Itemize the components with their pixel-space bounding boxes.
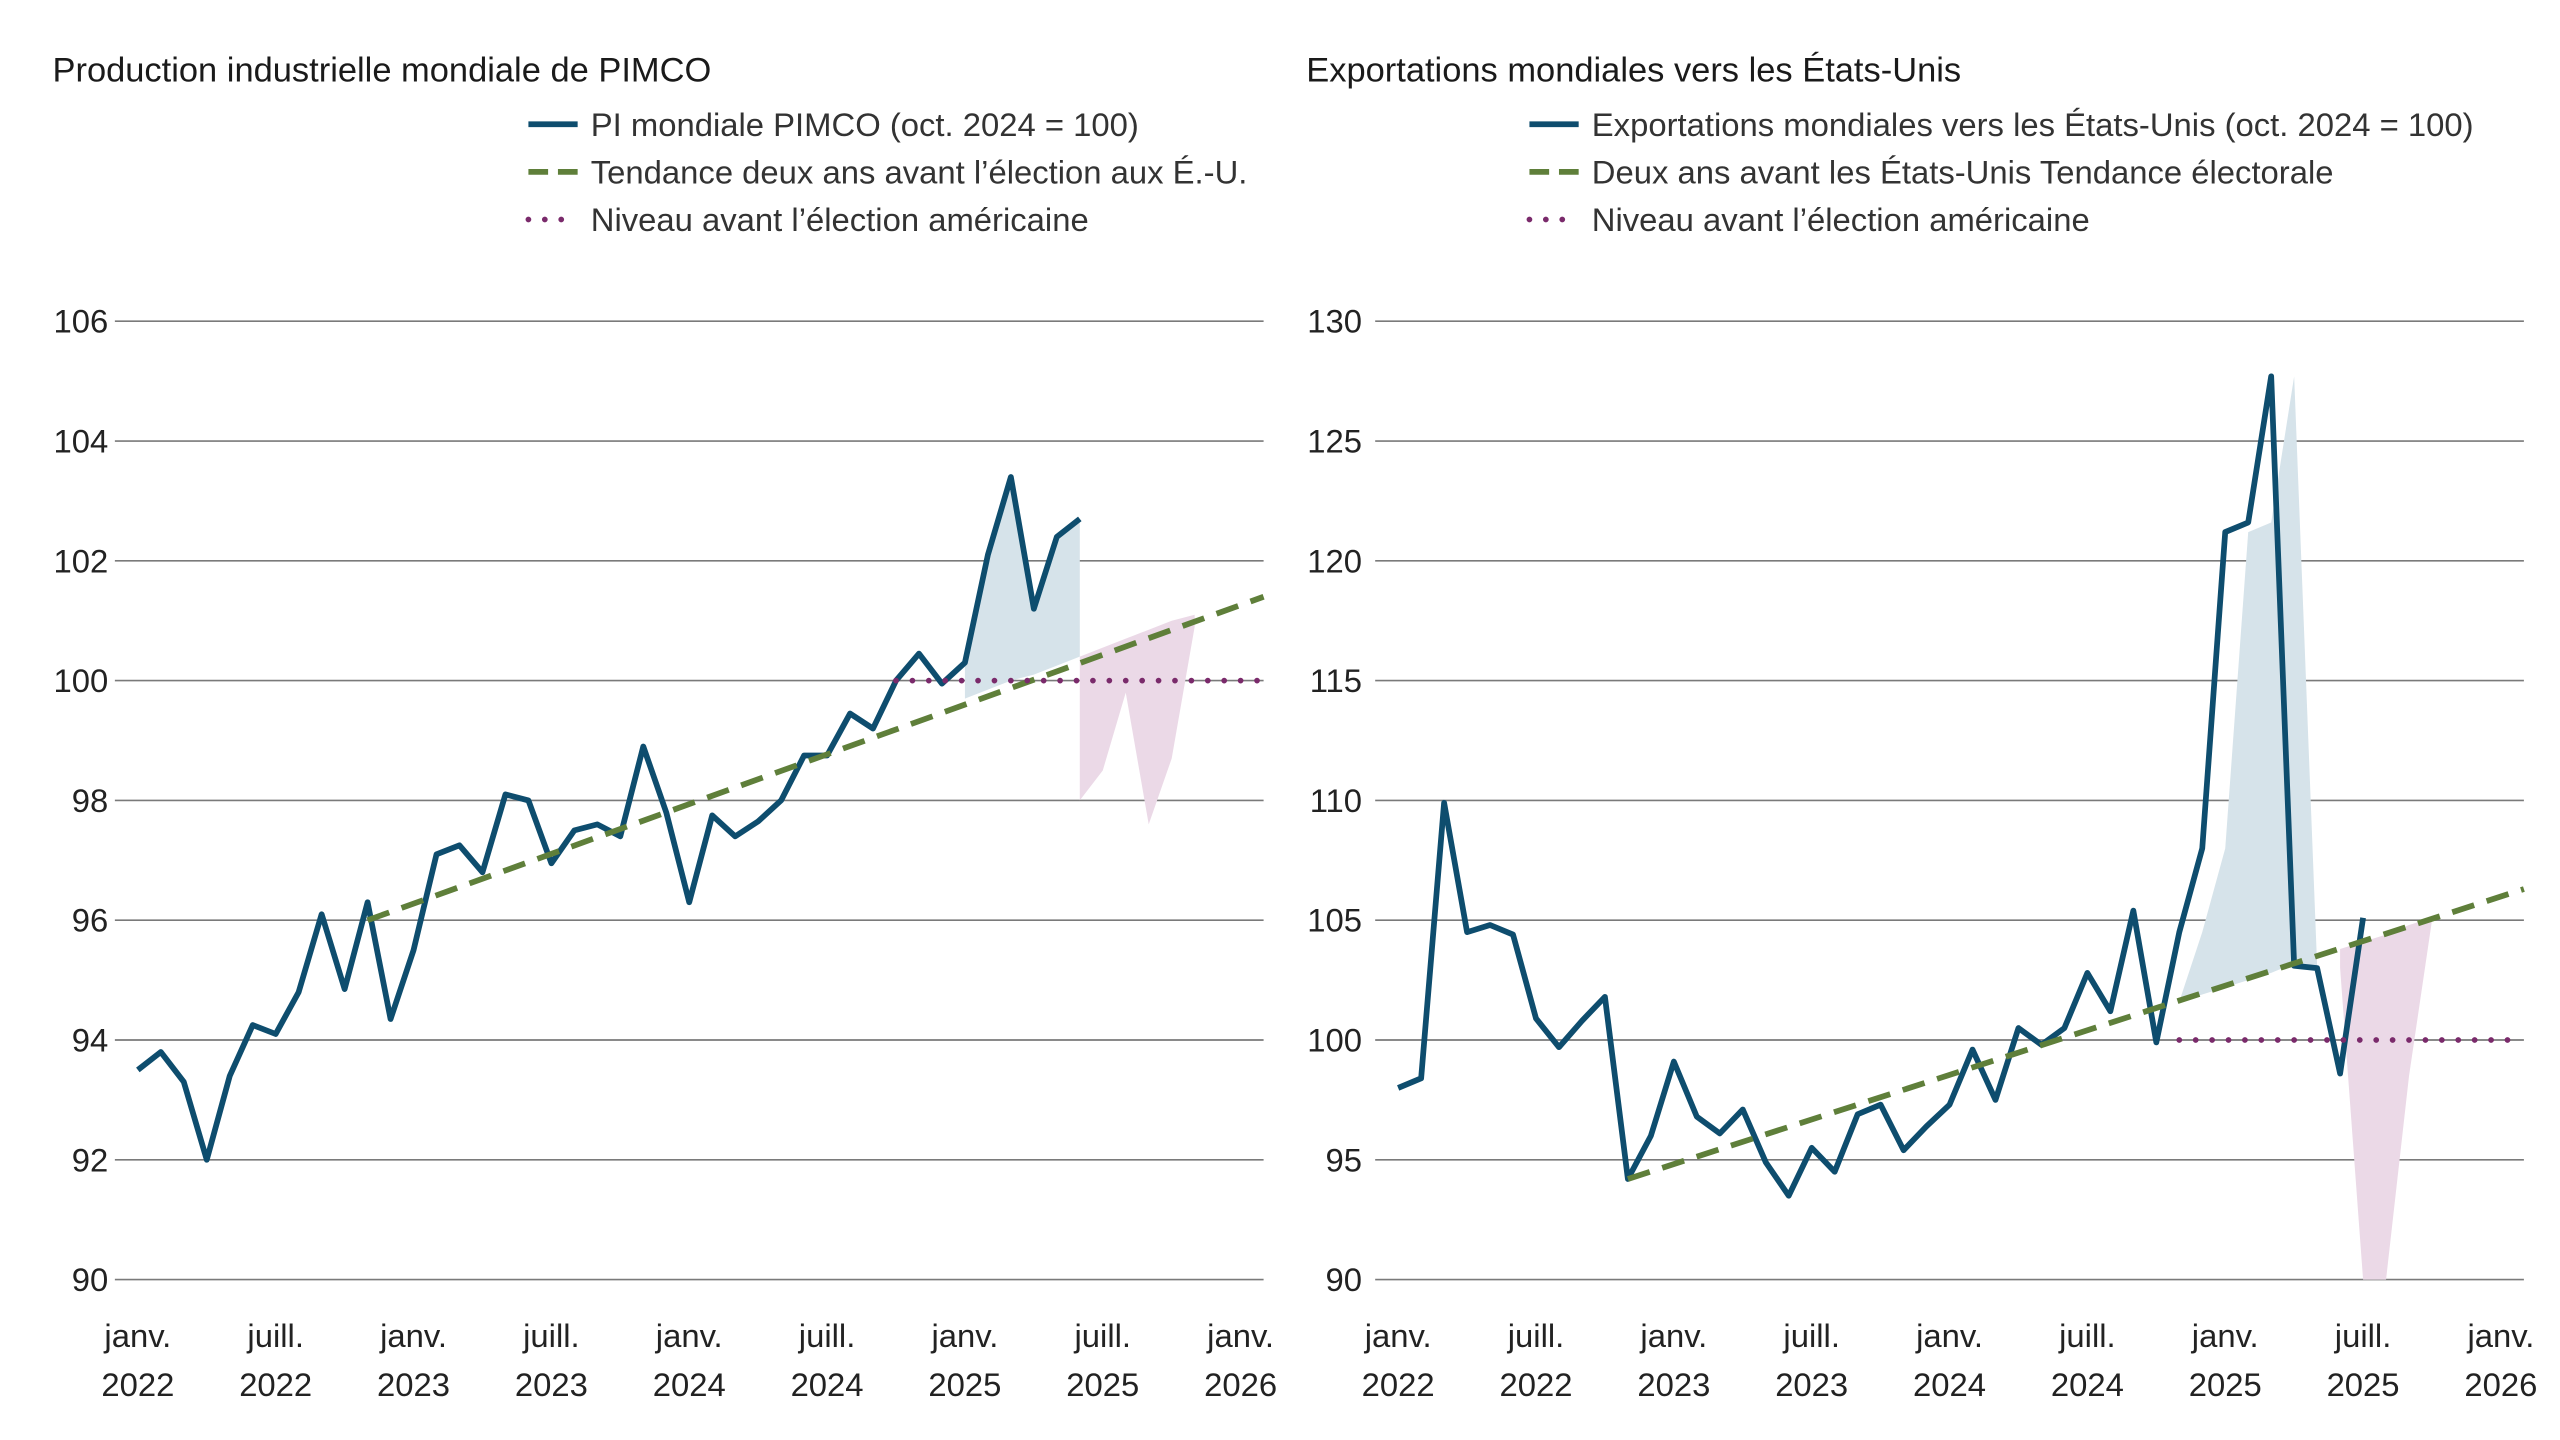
x-tick-label: juill. xyxy=(2334,1317,2392,1354)
x-tick-label: 2023 xyxy=(1775,1366,1848,1403)
x-tick-label: juill. xyxy=(2058,1317,2116,1354)
shaded-area xyxy=(2179,376,2318,1002)
shaded-area xyxy=(2340,917,2432,1280)
x-tick-label: janv. xyxy=(1206,1317,1274,1354)
shaded-area xyxy=(1079,614,1195,825)
x-tick-label: juill. xyxy=(246,1317,304,1354)
y-tick-label: 100 xyxy=(54,662,109,699)
x-tick-label: janv. xyxy=(2466,1317,2534,1354)
x-tick-label: 2022 xyxy=(101,1366,174,1403)
y-tick-label: 120 xyxy=(1307,542,1362,579)
x-tick-label: janv. xyxy=(1364,1317,1432,1354)
y-tick-label: 125 xyxy=(1307,423,1362,460)
legend-label: Deux ans avant les États-Unis Tendance é… xyxy=(1592,153,2334,190)
legend-label: Tendance deux ans avant l’élection aux É… xyxy=(591,153,1248,190)
series-line xyxy=(136,474,1082,1163)
x-tick-label: 2025 xyxy=(1066,1366,1139,1403)
x-tick-label: juill. xyxy=(1782,1317,1840,1354)
x-tick-label: 2025 xyxy=(2189,1366,2262,1403)
legend-label: Niveau avant l’élection américaine xyxy=(591,201,1089,238)
x-tick-label: 2022 xyxy=(239,1366,312,1403)
y-tick-label: 92 xyxy=(72,1141,109,1178)
x-tick-label: janv. xyxy=(930,1317,998,1354)
x-tick-label: janv. xyxy=(1639,1317,1707,1354)
x-tick-label: juill. xyxy=(798,1317,856,1354)
series-line xyxy=(366,594,1265,923)
x-tick-label: janv. xyxy=(655,1317,723,1354)
x-tick-label: janv. xyxy=(2191,1317,2259,1354)
y-tick-label: 106 xyxy=(54,303,109,340)
chart-title: Exportations mondiales vers les États-Un… xyxy=(1306,51,1961,90)
series-line xyxy=(1627,886,2525,1182)
legend-label: Exportations mondiales vers les États-Un… xyxy=(1592,106,2474,143)
x-tick-label: 2024 xyxy=(791,1366,864,1403)
chart-title: Production industrielle mondiale de PIMC… xyxy=(53,52,712,90)
y-tick-label: 102 xyxy=(54,542,109,579)
x-tick-label: 2022 xyxy=(1500,1366,1573,1403)
legend-label: PI mondiale PIMCO (oct. 2024 = 100) xyxy=(591,106,1139,143)
x-tick-label: 2022 xyxy=(1362,1366,1435,1403)
x-tick-label: janv. xyxy=(1915,1317,1983,1354)
x-tick-label: 2023 xyxy=(1637,1366,1710,1403)
y-tick-label: 95 xyxy=(1326,1141,1363,1178)
x-tick-label: 2026 xyxy=(2464,1366,2537,1403)
y-tick-label: 105 xyxy=(1307,902,1362,939)
y-tick-label: 90 xyxy=(1326,1261,1363,1298)
x-tick-label: janv. xyxy=(379,1317,447,1354)
x-tick-label: 2026 xyxy=(1204,1366,1277,1403)
y-tick-label: 115 xyxy=(1310,662,1362,699)
legend-label: Niveau avant l’élection américaine xyxy=(1592,201,2090,238)
y-tick-label: 104 xyxy=(54,423,109,460)
y-tick-label: 94 xyxy=(72,1021,109,1058)
x-tick-label: 2025 xyxy=(928,1366,1001,1403)
y-tick-label: 96 xyxy=(72,902,109,939)
y-tick-label: 130 xyxy=(1307,303,1362,340)
x-tick-label: 2024 xyxy=(653,1366,726,1403)
x-tick-label: 2024 xyxy=(1913,1366,1986,1403)
x-tick-label: juill. xyxy=(522,1317,580,1354)
x-tick-label: janv. xyxy=(103,1317,171,1354)
shaded-area xyxy=(964,476,1080,699)
y-tick-label: 110 xyxy=(1310,782,1362,819)
x-tick-label: 2023 xyxy=(377,1366,450,1403)
y-tick-label: 98 xyxy=(72,782,109,819)
x-tick-label: 2025 xyxy=(2327,1366,2400,1403)
series-line xyxy=(1397,373,2366,1199)
x-tick-label: 2024 xyxy=(2051,1366,2124,1403)
x-tick-label: 2023 xyxy=(515,1366,588,1403)
x-tick-label: juill. xyxy=(1507,1317,1565,1354)
y-tick-label: 100 xyxy=(1307,1021,1362,1058)
y-tick-label: 90 xyxy=(72,1261,109,1298)
x-tick-label: juill. xyxy=(1074,1317,1132,1354)
